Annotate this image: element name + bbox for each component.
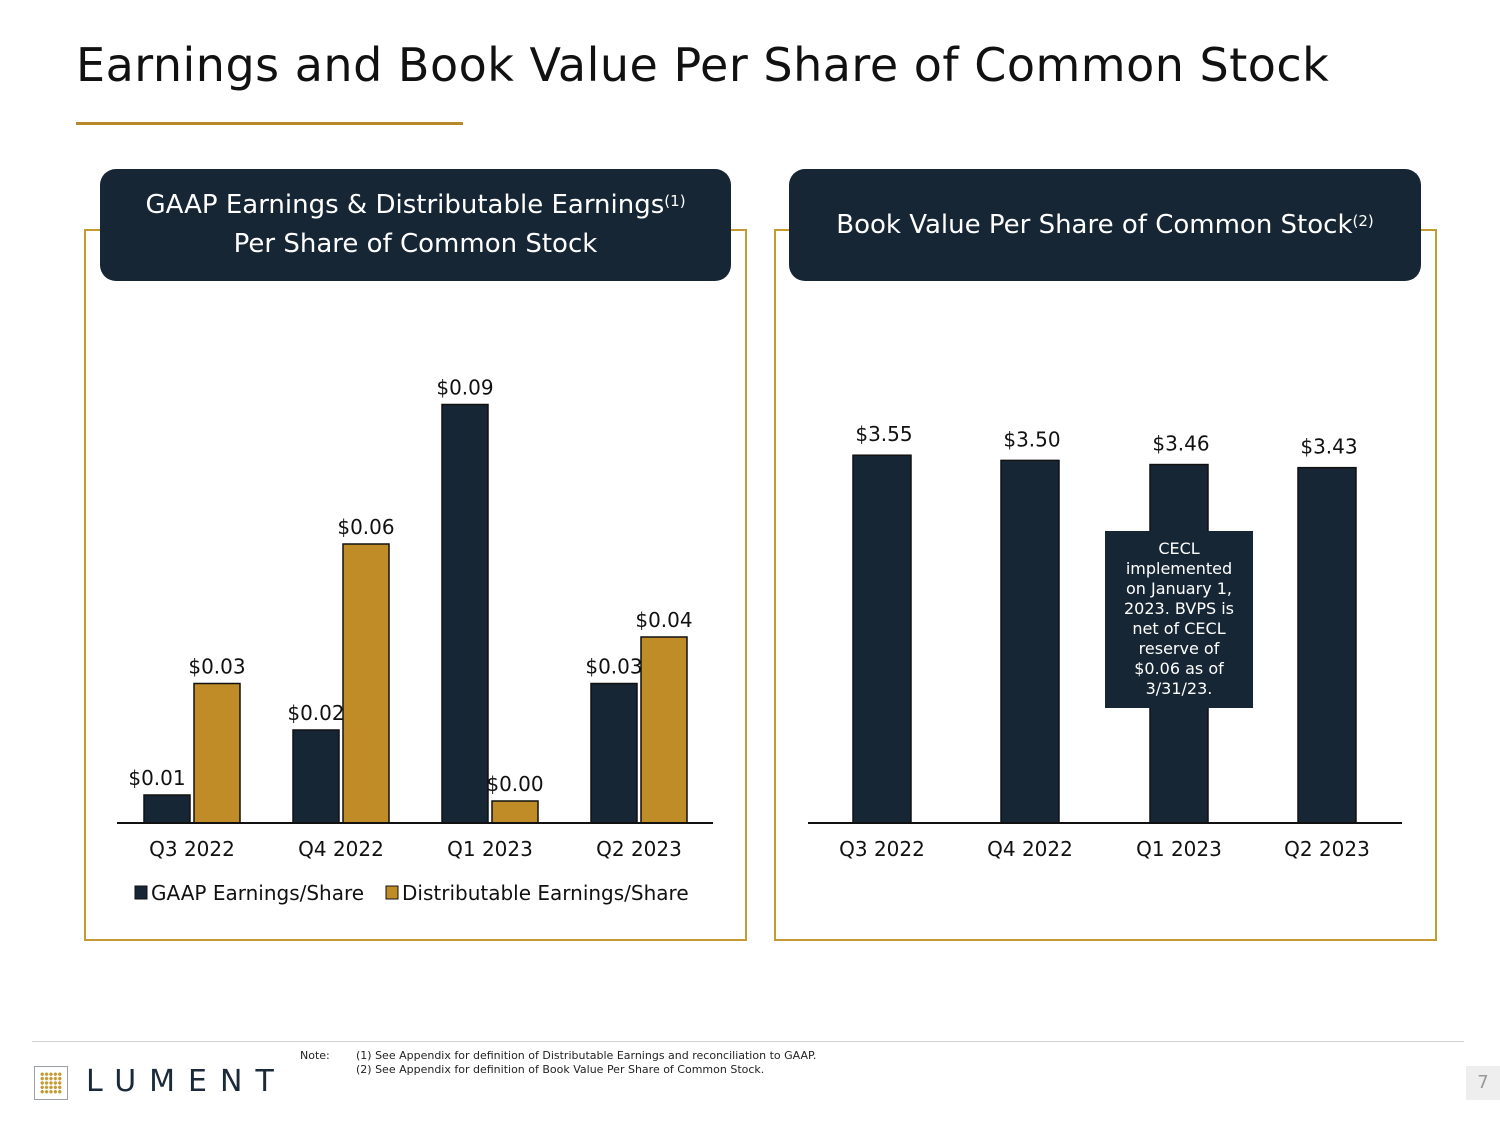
bar-bvps-q4-2022 <box>1000 459 1060 824</box>
cecl-note-box: CECL implemented on January 1, 2023. BVP… <box>1105 531 1253 708</box>
bar-distributable-q3-2022 <box>193 682 241 824</box>
legend-label-distributable: Distributable Earnings/Share <box>402 881 689 905</box>
book-value-header-footnote-ref: (2) <box>1352 211 1374 230</box>
data-label-gaap-q2-2023: $0.03 <box>585 655 642 679</box>
book-value-panel-header: Book Value Per Share of Common Stock(2) <box>789 169 1421 281</box>
x-tick-label-q3-2022: Q3 2022 <box>149 837 235 861</box>
book-value-header-line1: Book Value Per Share of Common Stock <box>836 209 1353 240</box>
lument-logo-icon <box>34 1066 68 1100</box>
data-label-bvps-q1-2023: $3.46 <box>1152 432 1209 456</box>
x-tick-label-q1-2023: Q1 2023 <box>447 837 533 861</box>
data-label-bvps-q4-2022: $3.50 <box>1003 427 1060 451</box>
data-label-distributable-q2-2023: $0.04 <box>635 608 692 632</box>
earnings-panel-header: GAAP Earnings & Distributable Earnings(1… <box>100 169 731 281</box>
data-label-distributable-q1-2023: $0.00 <box>486 772 543 796</box>
bar-gaap-q4-2022 <box>292 729 340 824</box>
bar-distributable-q1-2023 <box>491 800 539 824</box>
earnings-header-footnote-ref: (1) <box>664 192 686 210</box>
x-tick-label-q2-2023: Q2 2023 <box>596 837 682 861</box>
legend-label-gaap: GAAP Earnings/Share <box>151 881 364 905</box>
earnings-header-line2: Per Share of Common Stock <box>233 229 598 259</box>
page-title: Earnings and Book Value Per Share of Com… <box>76 38 1330 92</box>
title-underline <box>76 122 463 125</box>
data-label-distributable-q4-2022: $0.06 <box>337 515 394 539</box>
footnote-2: (2) See Appendix for definition of Book … <box>356 1063 765 1076</box>
bar-bvps-q2-2023 <box>1297 466 1357 824</box>
x-tick-label-bvps-q3-2022: Q3 2022 <box>839 837 925 861</box>
x-tick-label-q4-2022: Q4 2022 <box>298 837 384 861</box>
footer-divider <box>32 1041 1464 1042</box>
bar-bvps-q3-2022 <box>852 454 912 824</box>
page-number: 7 <box>1466 1066 1500 1100</box>
x-tick-label-bvps-q2-2023: Q2 2023 <box>1284 837 1370 861</box>
legend-swatch-gaap <box>134 885 148 900</box>
bar-distributable-q2-2023 <box>640 636 688 824</box>
footnote-1: (1) See Appendix for definition of Distr… <box>356 1049 817 1062</box>
footnote-label: Note: <box>300 1049 330 1062</box>
bar-gaap-q2-2023 <box>590 682 638 824</box>
bar-gaap-q3-2022 <box>143 794 191 824</box>
data-label-gaap-q3-2022: $0.01 <box>128 766 185 790</box>
earnings-header-line1: GAAP Earnings & Distributable Earnings <box>145 190 665 220</box>
data-label-distributable-q3-2022: $0.03 <box>188 655 245 679</box>
data-label-gaap-q1-2023: $0.09 <box>436 376 493 400</box>
legend-swatch-distributable <box>385 885 399 900</box>
footnotes: (1) See Appendix for definition of Distr… <box>356 1049 816 1077</box>
x-tick-label-bvps-q1-2023: Q1 2023 <box>1136 837 1222 861</box>
bar-gaap-q1-2023 <box>441 403 489 824</box>
bar-distributable-q4-2022 <box>342 543 390 824</box>
lument-logo-text: LUMENT <box>86 1064 287 1099</box>
data-label-bvps-q2-2023: $3.43 <box>1300 435 1357 459</box>
x-tick-label-bvps-q4-2022: Q4 2022 <box>987 837 1073 861</box>
data-label-gaap-q4-2022: $0.02 <box>287 701 344 725</box>
data-label-bvps-q3-2022: $3.55 <box>855 422 912 446</box>
